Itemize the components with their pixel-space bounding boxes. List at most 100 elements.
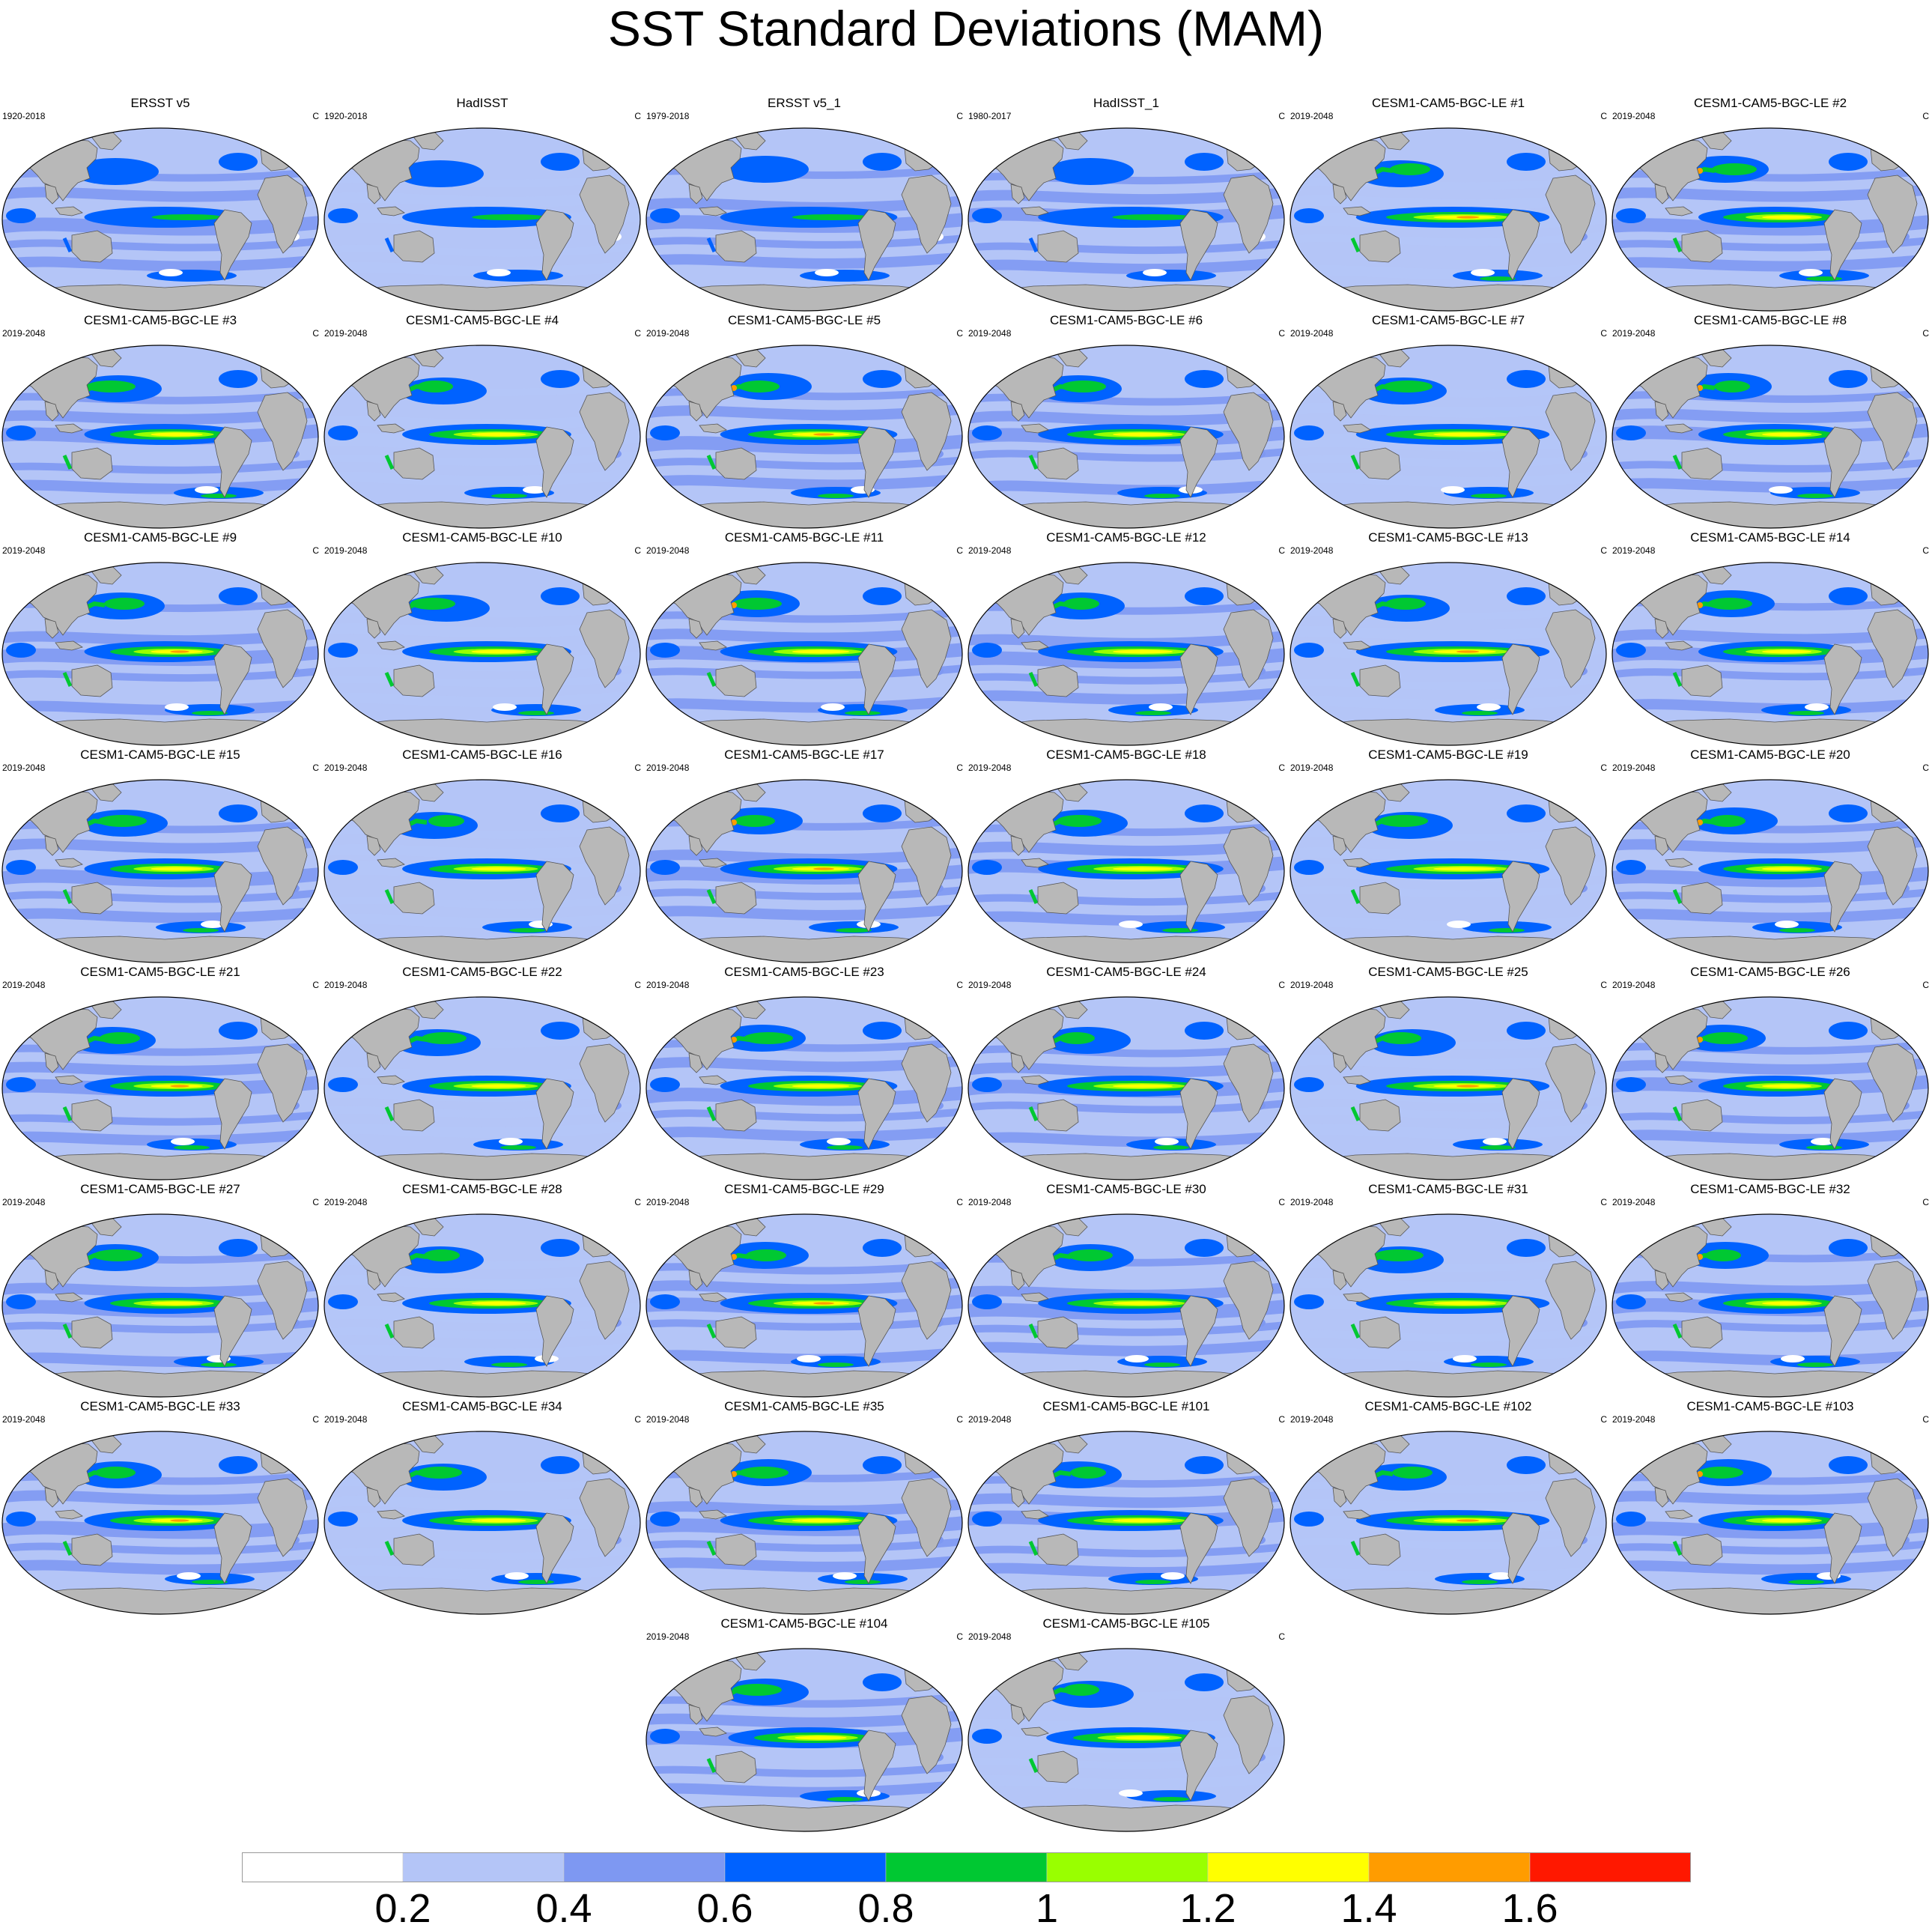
panel-period: 2019-2048 — [1612, 1197, 1656, 1207]
panel-period: 2019-2048 — [1290, 1414, 1334, 1425]
panel-period: 2019-2048 — [646, 980, 690, 990]
panel-units: C — [1278, 763, 1285, 773]
panel-title: HadISST_1 — [1093, 96, 1159, 110]
panel-title: CESM1-CAM5-BGC-LE #105 — [1042, 1616, 1210, 1631]
map-panel: CESM1-CAM5-BGC-LE #28 2019-2048 C — [322, 1182, 643, 1399]
panel-title: CESM1-CAM5-BGC-LE #35 — [724, 1399, 884, 1413]
sst-map — [1, 996, 319, 1180]
panel-period: 2019-2048 — [968, 763, 1012, 773]
panel-title: CESM1-CAM5-BGC-LE #31 — [1368, 1182, 1528, 1196]
sst-map — [323, 1213, 641, 1398]
panel-units: C — [312, 1414, 319, 1425]
panel-period: 2019-2048 — [968, 328, 1012, 339]
map-panel: CESM1-CAM5-BGC-LE #9 2019-2048 C — [0, 530, 321, 748]
panel-title: CESM1-CAM5-BGC-LE #13 — [1368, 530, 1528, 545]
map-panel: CESM1-CAM5-BGC-LE #15 2019-2048 C — [0, 748, 321, 965]
panel-period: 2019-2048 — [646, 545, 690, 556]
panel-period: 2019-2048 — [1290, 1197, 1334, 1207]
panel-title: CESM1-CAM5-BGC-LE #29 — [724, 1182, 884, 1196]
sst-map — [1, 779, 319, 963]
panel-period: 2019-2048 — [1612, 111, 1656, 121]
colorbar-segment — [1368, 1852, 1531, 1882]
colorbar-segment — [1529, 1852, 1691, 1882]
panel-units: C — [312, 1197, 319, 1207]
panel-units: C — [1278, 111, 1285, 121]
colorbar-tick-label: 0.4 — [535, 1886, 592, 1931]
panel-units: C — [312, 545, 319, 556]
map-panel: CESM1-CAM5-BGC-LE #30 2019-2048 C — [966, 1182, 1287, 1399]
panel-title: CESM1-CAM5-BGC-LE #101 — [1042, 1399, 1210, 1413]
sst-map — [967, 1213, 1285, 1398]
panel-period: 2019-2048 — [1290, 545, 1334, 556]
panel-title: CESM1-CAM5-BGC-LE #24 — [1046, 965, 1206, 979]
colorbar — [242, 1852, 1691, 1882]
panel-title: CESM1-CAM5-BGC-LE #26 — [1690, 965, 1850, 979]
map-panel: CESM1-CAM5-BGC-LE #32 2019-2048 C — [1610, 1182, 1931, 1399]
map-panel: CESM1-CAM5-BGC-LE #18 2019-2048 C — [966, 748, 1287, 965]
panel-title: CESM1-CAM5-BGC-LE #17 — [724, 748, 884, 762]
map-panel: ERSST v5_1 1979-2018 C — [644, 96, 965, 313]
panel-units: C — [634, 545, 641, 556]
panel-period: 2019-2048 — [968, 545, 1012, 556]
panel-title: CESM1-CAM5-BGC-LE #34 — [402, 1399, 562, 1413]
panel-title: CESM1-CAM5-BGC-LE #9 — [83, 530, 237, 545]
sst-map — [1289, 1213, 1607, 1398]
panel-units: C — [1278, 980, 1285, 990]
sst-map — [323, 562, 641, 746]
panel-units: C — [1600, 328, 1607, 339]
panel-units: C — [956, 1631, 963, 1642]
colorbar-tick-label: 0.6 — [696, 1886, 753, 1931]
map-panel: CESM1-CAM5-BGC-LE #26 2019-2048 C — [1610, 965, 1931, 1182]
panel-period: 2019-2048 — [2, 545, 46, 556]
panel-title: HadISST — [456, 96, 508, 110]
panel-title: CESM1-CAM5-BGC-LE #1 — [1371, 96, 1525, 110]
panel-units: C — [956, 1197, 963, 1207]
panel-period: 2019-2048 — [324, 980, 368, 990]
panel-period: 2019-2048 — [1290, 111, 1334, 121]
sst-map — [1, 1431, 319, 1615]
sst-map — [1611, 1213, 1929, 1398]
panel-period: 2019-2048 — [324, 328, 368, 339]
panel-period: 2019-2048 — [324, 1197, 368, 1207]
panel-period: 2019-2048 — [1290, 763, 1334, 773]
panel-units: C — [1600, 1197, 1607, 1207]
panel-units: C — [956, 328, 963, 339]
map-panel: CESM1-CAM5-BGC-LE #24 2019-2048 C — [966, 965, 1287, 1182]
map-panel: CESM1-CAM5-BGC-LE #101 2019-2048 C — [966, 1399, 1287, 1616]
sst-map — [967, 1648, 1285, 1832]
map-panel: CESM1-CAM5-BGC-LE #25 2019-2048 C — [1288, 965, 1609, 1182]
panel-period: 2019-2048 — [1290, 980, 1334, 990]
panel-units: C — [312, 980, 319, 990]
panel-units: C — [634, 111, 641, 121]
colorbar-tick-label: 1.4 — [1340, 1886, 1397, 1931]
sst-map — [1289, 345, 1607, 529]
map-panel: CESM1-CAM5-BGC-LE #19 2019-2048 C — [1288, 748, 1609, 965]
sst-map — [1611, 345, 1929, 529]
panel-period: 2019-2048 — [1612, 545, 1656, 556]
sst-map — [645, 562, 963, 746]
colorbar-tick-label: 1.6 — [1501, 1886, 1558, 1931]
panel-period: 2019-2048 — [646, 1631, 690, 1642]
map-panel: HadISST_1 1980-2017 C — [966, 96, 1287, 313]
map-panel: CESM1-CAM5-BGC-LE #27 2019-2048 C — [0, 1182, 321, 1399]
panel-title: CESM1-CAM5-BGC-LE #32 — [1690, 1182, 1850, 1196]
panel-period: 1980-2017 — [968, 111, 1012, 121]
panel-title: CESM1-CAM5-BGC-LE #28 — [402, 1182, 562, 1196]
panel-period: 1920-2018 — [2, 111, 46, 121]
map-panel: CESM1-CAM5-BGC-LE #11 2019-2048 C — [644, 530, 965, 748]
panel-title: ERSST v5_1 — [768, 96, 841, 110]
map-panel: CESM1-CAM5-BGC-LE #102 2019-2048 C — [1288, 1399, 1609, 1616]
panel-title: CESM1-CAM5-BGC-LE #12 — [1046, 530, 1206, 545]
panel-title: CESM1-CAM5-BGC-LE #4 — [405, 313, 559, 327]
sst-map — [1, 127, 319, 312]
sst-map — [1611, 1431, 1929, 1615]
panel-title: CESM1-CAM5-BGC-LE #2 — [1693, 96, 1847, 110]
colorbar-tick-label: 1 — [1035, 1886, 1059, 1931]
panel-period: 2019-2048 — [968, 1414, 1012, 1425]
sst-map — [645, 1431, 963, 1615]
colorbar-segment — [1207, 1852, 1370, 1882]
panel-period: 2019-2048 — [2, 1414, 46, 1425]
panel-units: C — [312, 328, 319, 339]
sst-map — [323, 345, 641, 529]
sst-map — [1611, 127, 1929, 312]
